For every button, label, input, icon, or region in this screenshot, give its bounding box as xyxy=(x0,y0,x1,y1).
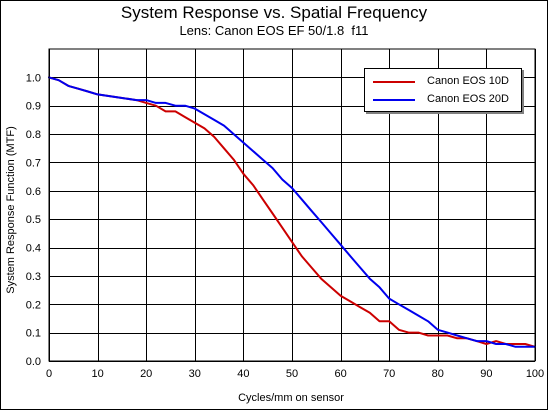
series-line-10d xyxy=(48,76,536,348)
x-tick-label: 60 xyxy=(334,368,346,380)
tick-labels: 0 10 20 30 40 50 60 70 80 90 100 0.0 0.1 0.2 0.3 0.4 0.5… xyxy=(26,72,544,380)
x-tick-label: 90 xyxy=(480,368,492,380)
chart-title: System Response vs. Spatial Frequency xyxy=(120,3,428,22)
y-tick-label: 0.1 xyxy=(26,328,41,340)
x-tick-label: 100 xyxy=(526,368,544,380)
x-tick-label: 30 xyxy=(189,368,201,380)
series-line-20d xyxy=(48,76,536,348)
chart-subtitle: Lens: Canon EOS EF 50/1.8 f11 xyxy=(179,23,369,38)
x-tick-label: 20 xyxy=(140,368,152,380)
plot-border xyxy=(48,48,536,362)
legend-swatch-20d xyxy=(373,99,415,101)
legend: Canon EOS 10D Canon EOS 20D xyxy=(364,68,522,112)
y-tick-label: 0.4 xyxy=(26,243,41,255)
legend-swatch-10d xyxy=(373,81,415,83)
y-tick-label: 0.7 xyxy=(26,157,41,169)
x-axis-label: Cycles/mm on sensor xyxy=(238,392,344,404)
y-tick-label: 0.5 xyxy=(26,214,41,226)
legend-item-10d: Canon EOS 10D xyxy=(365,75,521,89)
y-tick-label: 0.0 xyxy=(26,356,41,368)
y-tick-label: 1.0 xyxy=(26,72,41,84)
series-layer xyxy=(48,76,536,348)
x-tick-label: 10 xyxy=(91,368,103,380)
y-tick-label: 0.2 xyxy=(26,299,41,311)
y-tick-label: 0.3 xyxy=(26,271,41,283)
legend-label-20d: Canon EOS 20D xyxy=(427,93,509,105)
x-tick-label: 0 xyxy=(46,368,52,380)
y-tick-label: 0.8 xyxy=(26,129,41,141)
y-tick-label: 0.6 xyxy=(26,186,41,198)
x-tick-label: 40 xyxy=(237,368,249,380)
y-axis-label: System Response Function (MTF) xyxy=(5,126,17,294)
x-tick-label: 50 xyxy=(286,368,298,380)
y-tick-label: 0.9 xyxy=(26,101,41,113)
x-tick-label: 70 xyxy=(383,368,395,380)
x-tick-label: 80 xyxy=(432,368,444,380)
legend-item-20d: Canon EOS 20D xyxy=(365,93,521,107)
legend-label-10d: Canon EOS 10D xyxy=(427,75,509,87)
